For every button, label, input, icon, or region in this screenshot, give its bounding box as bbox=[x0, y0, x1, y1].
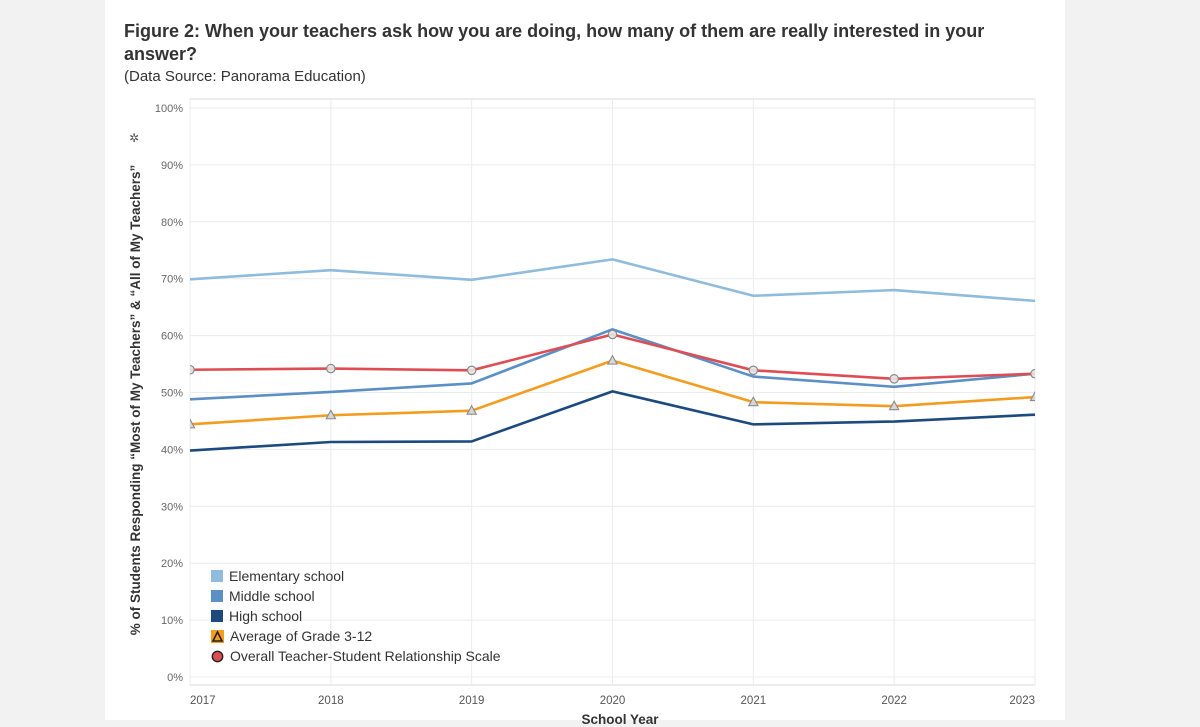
data-point-overall-teacher-student-relationship-scale bbox=[190, 364, 195, 375]
legend-item-high-school[interactable]: High school bbox=[211, 606, 501, 626]
legend-label: Elementary school bbox=[229, 568, 345, 584]
data-point-overall-teacher-student-relationship-scale bbox=[326, 363, 336, 374]
legend-label: High school bbox=[229, 608, 303, 624]
x-tick-label: 2021 bbox=[741, 695, 767, 707]
x-tick-label: 2020 bbox=[600, 695, 626, 707]
chart-legend: Elementary school Middle school High schoo… bbox=[211, 566, 501, 666]
data-point-average-of-grade-3-12 bbox=[325, 409, 337, 420]
plot-area bbox=[190, 258, 1035, 452]
chart-subtitle: (Data Source: Panorama Education) bbox=[124, 68, 366, 85]
y-tick-label: 40% bbox=[161, 444, 183, 456]
x-tick-label: 2019 bbox=[459, 695, 485, 707]
chart-card bbox=[105, 0, 1065, 720]
y-tick-label: 20% bbox=[161, 558, 183, 570]
circle-marker-icon bbox=[211, 649, 224, 663]
data-point-overall-teacher-student-relationship-scale bbox=[748, 365, 759, 376]
y-tick-label: 10% bbox=[161, 615, 183, 627]
legend-swatch bbox=[211, 570, 223, 582]
legend-label: Average of Grade 3-12 bbox=[230, 628, 373, 644]
data-point-overall-teacher-student-relationship-scale bbox=[1030, 368, 1035, 379]
y-tick-label: 70% bbox=[161, 274, 183, 286]
data-point-average-of-grade-3-12 bbox=[888, 400, 900, 411]
data-point-average-of-grade-3-12 bbox=[190, 418, 196, 429]
triangle-marker-icon bbox=[211, 629, 224, 643]
legend-item-overall-teacher-student-relationship-scale[interactable]: Overall Teacher-Student Relationship Sca… bbox=[211, 646, 501, 666]
series-line-middle-school bbox=[190, 328, 1035, 401]
x-tick-label: 2017 bbox=[190, 695, 216, 707]
series-line-elementary-school bbox=[190, 258, 1035, 303]
y-tick-label: 60% bbox=[161, 331, 183, 343]
data-point-average-of-grade-3-12 bbox=[1029, 390, 1035, 402]
data-point-overall-teacher-student-relationship-scale bbox=[607, 329, 618, 340]
data-point-overall-teacher-student-relationship-scale bbox=[466, 365, 477, 376]
y-tick-label: 0% bbox=[167, 672, 183, 684]
legend-label: Overall Teacher-Student Relationship Sca… bbox=[230, 648, 501, 664]
y-tick-label: 80% bbox=[161, 217, 183, 229]
x-tick-label: 2023 bbox=[1009, 695, 1035, 707]
y-tick-label: 50% bbox=[161, 388, 183, 400]
y-tick-label: 90% bbox=[161, 160, 183, 172]
x-tick-label: 2018 bbox=[318, 695, 344, 707]
y-tick-label: 30% bbox=[161, 501, 183, 513]
legend-swatch bbox=[211, 590, 223, 602]
y-tick-label: 100% bbox=[155, 103, 183, 115]
chart-title: Figure 2: When your teachers ask how you… bbox=[124, 21, 985, 64]
legend-item-average-of-grade-3-12[interactable]: Average of Grade 3-12 bbox=[211, 626, 501, 646]
x-tick-label: 2022 bbox=[881, 695, 907, 707]
series-line-high-school bbox=[190, 390, 1035, 452]
pin-icon[interactable]: ✲ bbox=[129, 131, 140, 145]
data-point-overall-teacher-student-relationship-scale bbox=[889, 374, 899, 384]
data-point-average-of-grade-3-12 bbox=[466, 404, 478, 415]
legend-swatch bbox=[211, 610, 223, 622]
data-point-average-of-grade-3-12 bbox=[606, 354, 619, 365]
data-point-average-of-grade-3-12 bbox=[747, 396, 759, 407]
legend-item-elementary-school[interactable]: Elementary school bbox=[211, 566, 501, 586]
legend-label: Middle school bbox=[229, 588, 315, 604]
legend-item-middle-school[interactable]: Middle school bbox=[211, 586, 501, 606]
